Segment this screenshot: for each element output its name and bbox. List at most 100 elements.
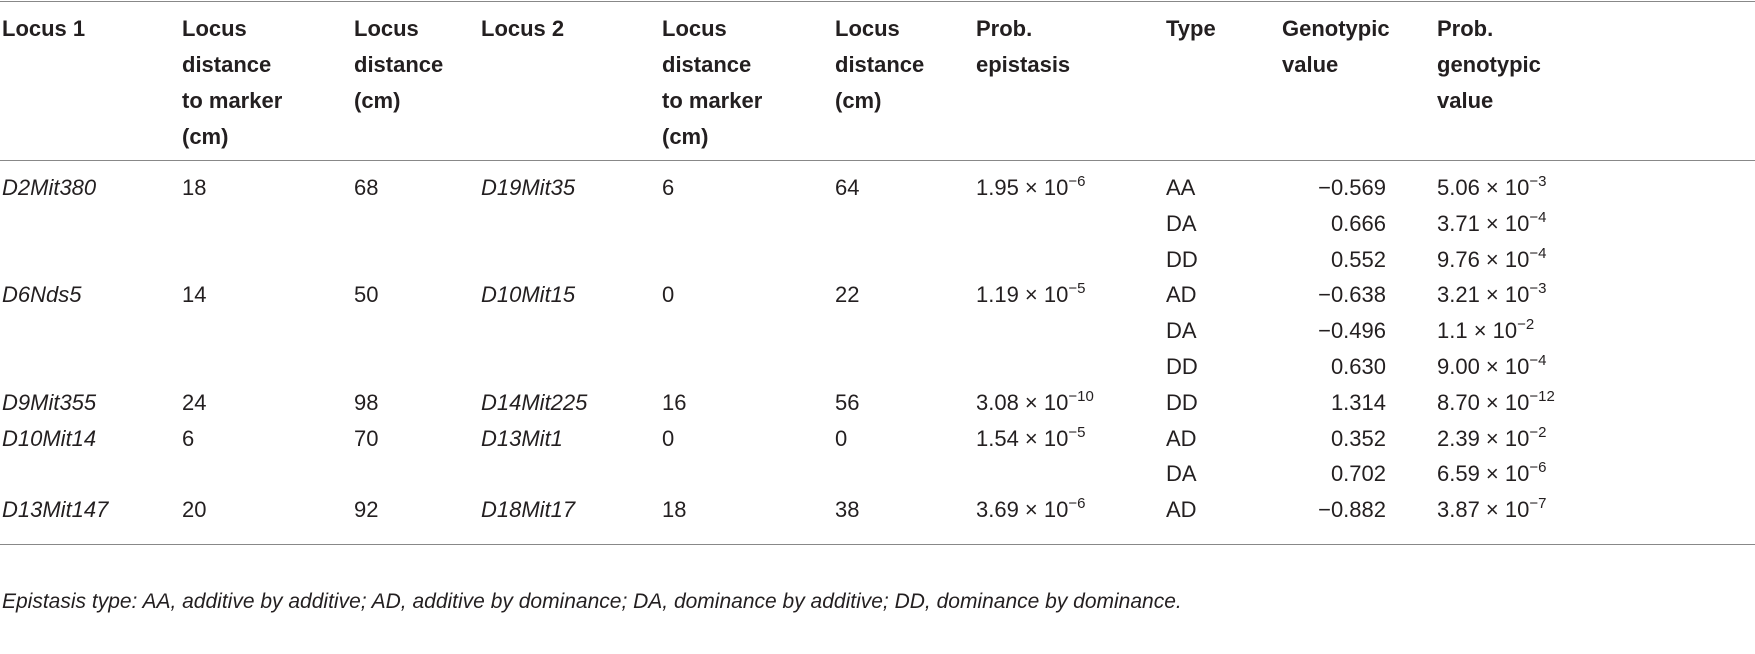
genotypic-value: 0.702	[1330, 461, 1386, 487]
header-cell: (cm)	[835, 88, 882, 113]
locus-distance-1: 92	[354, 497, 379, 523]
locus-2: D14Mit225	[481, 389, 588, 415]
prob-epistasis-exponent: −10	[1068, 387, 1094, 405]
prob-genotypic-value-exponent: −4	[1529, 352, 1547, 369]
prob-genotypic-value: 1.1 × 10−2	[1437, 313, 1534, 349]
genotypic-value: −0.496	[1318, 318, 1386, 344]
distance-to-marker-2: 0	[662, 282, 675, 308]
header-cell: Locus	[182, 16, 247, 41]
locus-1: D10Mit14	[2, 425, 97, 451]
prob-epistasis-base: 3.69 × 10	[976, 497, 1069, 523]
type: DA	[1166, 210, 1197, 236]
locus-distance-2: 22	[835, 282, 860, 308]
footnote: Epistasis type: AA, additive by additive…	[2, 590, 1182, 613]
locus-2: D13Mit1	[481, 425, 563, 451]
locus-2: D19Mit35	[481, 175, 576, 200]
prob-epistasis: 1.95 × 10−6	[976, 170, 1085, 206]
header-cell: to marker	[662, 88, 763, 113]
prob-genotypic-value-exponent: −4	[1529, 208, 1547, 226]
prob-epistasis-exponent: −6	[1068, 173, 1086, 190]
header-cell: Prob.	[1437, 16, 1494, 41]
distance-to-marker-2: 16	[662, 389, 687, 415]
prob-genotypic-value: 2.39 × 10−2	[1437, 421, 1546, 457]
header-cell: epistasis	[976, 52, 1071, 77]
prob-genotypic-value-base: 9.00 × 10	[1437, 354, 1530, 379]
type: DD	[1166, 354, 1198, 379]
prob-epistasis: 1.54 × 10−5	[976, 421, 1085, 457]
distance-to-marker-2: 18	[662, 497, 687, 523]
genotypic-value: 0.630	[1330, 354, 1386, 379]
header-cell: value	[1437, 88, 1494, 113]
header-cell: Locus	[354, 16, 419, 41]
locus-distance-1: 98	[354, 389, 379, 415]
prob-epistasis-base: 3.08 × 10	[976, 389, 1069, 415]
header-cell: genotypic	[1437, 52, 1541, 77]
prob-genotypic-value-base: 1.1 × 10	[1437, 318, 1518, 344]
header-cell: (cm)	[662, 124, 709, 149]
prob-epistasis-exponent: −6	[1068, 495, 1086, 513]
prob-genotypic-value: 3.71 × 10−4	[1437, 206, 1546, 242]
locus-distance-1: 50	[354, 282, 379, 308]
header-cell: (cm)	[354, 88, 401, 113]
prob-epistasis-exponent: −5	[1068, 423, 1086, 441]
type: AA	[1166, 175, 1196, 200]
type: AD	[1166, 282, 1197, 308]
locus-distance-2: 64	[835, 175, 860, 200]
header-cell: distance	[662, 52, 752, 77]
prob-epistasis: 3.08 × 10−10	[976, 385, 1094, 421]
prob-genotypic-value: 6.59 × 10−6	[1437, 456, 1546, 492]
prob-genotypic-value: 3.21 × 10−3	[1437, 277, 1546, 313]
prob-epistasis-base: 1.54 × 10	[976, 425, 1069, 451]
locus-distance-2: 56	[835, 389, 860, 415]
locus-distance-1: 70	[354, 425, 379, 451]
prob-genotypic-value-base: 3.87 × 10	[1437, 497, 1530, 523]
type: DD	[1166, 389, 1198, 415]
prob-genotypic-value: 3.87 × 10−7	[1437, 492, 1546, 528]
genotypic-value: 0.666	[1330, 210, 1386, 236]
locus-1: D6Nds5	[2, 282, 82, 308]
header-cell: distance	[354, 52, 444, 77]
header-cell: distance	[182, 52, 272, 77]
genotypic-value: −0.882	[1318, 497, 1386, 523]
prob-genotypic-value-exponent: −12	[1529, 387, 1555, 405]
type: AD	[1166, 497, 1197, 523]
prob-genotypic-value-exponent: −4	[1529, 244, 1547, 262]
header-cell: Genotypic	[1282, 16, 1390, 41]
prob-genotypic-value: 9.00 × 10−4	[1437, 349, 1546, 385]
genotypic-value: 0.352	[1330, 425, 1386, 451]
locus-distance-1: 68	[354, 175, 379, 200]
header-cell: distance	[835, 52, 925, 77]
header-cell: Type	[1166, 16, 1216, 41]
header-cell: Locus	[662, 16, 727, 41]
header-cell: Locus 2	[481, 16, 565, 41]
distance-to-marker-1: 18	[182, 175, 207, 200]
header-rule	[0, 160, 1755, 161]
top-rule	[0, 1, 1755, 2]
type: DA	[1166, 461, 1197, 487]
bottom-rule	[0, 544, 1755, 545]
prob-epistasis-exponent: −5	[1068, 280, 1086, 298]
prob-genotypic-value-exponent: −3	[1529, 280, 1547, 298]
distance-to-marker-1: 20	[182, 497, 207, 523]
prob-genotypic-value-base: 5.06 × 10	[1437, 175, 1530, 200]
prob-genotypic-value-base: 3.21 × 10	[1437, 282, 1530, 308]
prob-genotypic-value: 9.76 × 10−4	[1437, 242, 1546, 278]
header-cell: Locus	[835, 16, 900, 41]
prob-genotypic-value: 8.70 × 10−12	[1437, 385, 1555, 421]
prob-epistasis: 3.69 × 10−6	[976, 492, 1085, 528]
genotypic-value: 1.314	[1330, 389, 1386, 415]
prob-genotypic-value-base: 9.76 × 10	[1437, 246, 1530, 272]
distance-to-marker-2: 6	[662, 175, 675, 200]
prob-genotypic-value-base: 6.59 × 10	[1437, 461, 1530, 487]
prob-epistasis: 1.19 × 10−5	[976, 277, 1085, 313]
prob-genotypic-value-exponent: −2	[1529, 423, 1547, 441]
prob-genotypic-value-base: 8.70 × 10	[1437, 389, 1530, 415]
header-cell: value	[1282, 52, 1339, 77]
prob-genotypic-value-exponent: −2	[1517, 316, 1535, 334]
header-cell: to marker	[182, 88, 283, 113]
distance-to-marker-1: 14	[182, 282, 207, 308]
header-cell: (cm)	[182, 124, 229, 149]
prob-genotypic-value-base: 3.71 × 10	[1437, 210, 1530, 236]
locus-2: D18Mit17	[481, 497, 576, 523]
